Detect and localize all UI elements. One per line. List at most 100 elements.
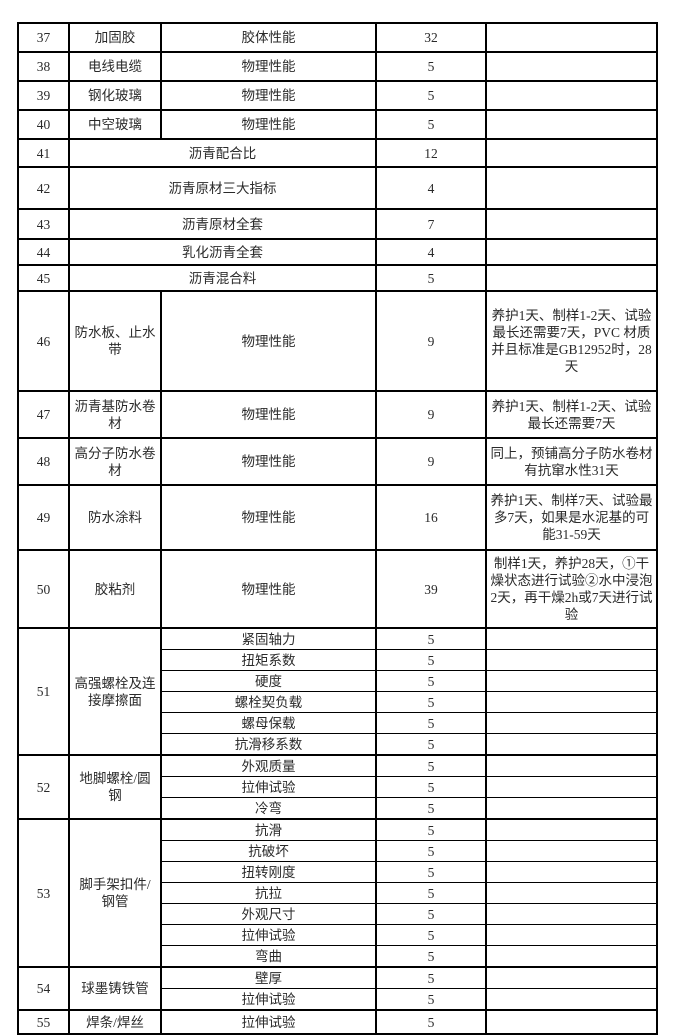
days-cell: 5 xyxy=(375,776,487,798)
table-row: 42 沥青原材三大指标 4 xyxy=(17,166,658,210)
row-number-cell: 42 xyxy=(17,166,70,210)
row-number-cell: 44 xyxy=(17,238,70,266)
material-cell: 焊条/焊丝 xyxy=(68,1009,162,1035)
days-cell: 5 xyxy=(375,882,487,904)
table-row: 52 地脚螺栓/圆钢 外观质量 5 xyxy=(17,754,658,820)
table-row: 扭转刚度 5 xyxy=(18,861,658,883)
remark-cell xyxy=(485,627,658,650)
remark-cell: 制样1天，养护28天，①干燥状态进行试验②水中浸泡2天，再干燥2h或7天进行试验 xyxy=(485,549,658,629)
test-item-cell: 硬度 xyxy=(160,670,377,692)
test-item-cell: 紧固轴力 xyxy=(160,627,377,650)
remark-cell xyxy=(485,945,658,968)
test-item-cell: 抗拉 xyxy=(160,882,377,904)
merged-material-item-cell: 沥青混合料 xyxy=(68,264,377,292)
table-row: 49 防水涂料 物理性能 16 养护1天、制样7天、试验最多7天，如果是水泥基的可能31… xyxy=(17,484,658,551)
table-row: 37 加固胶 胶体性能 32 xyxy=(17,22,658,53)
row-number-cell: 38 xyxy=(17,51,70,82)
days-cell: 5 xyxy=(375,840,487,862)
remark-cell xyxy=(485,966,658,989)
remark-cell xyxy=(485,166,658,210)
days-cell: 5 xyxy=(375,51,487,82)
test-item-cell: 弯曲 xyxy=(160,945,377,968)
test-item-cell: 抗滑 xyxy=(160,818,377,841)
row-number-cell: 53 xyxy=(17,818,70,968)
test-item-cell: 物理性能 xyxy=(160,484,377,551)
days-cell: 5 xyxy=(375,797,487,820)
days-cell: 4 xyxy=(375,238,487,266)
table-row: 53 脚手架扣件/钢管 抗滑 5 xyxy=(17,818,658,968)
row-number-cell: 48 xyxy=(17,437,70,486)
remark-cell xyxy=(485,264,658,292)
days-cell: 7 xyxy=(375,208,487,240)
row-number-cell: 55 xyxy=(17,1009,70,1035)
remark-cell: 同上，预铺高分子防水卷材有抗窜水性31天 xyxy=(485,437,658,486)
table-row: 外观尺寸 5 xyxy=(18,903,658,925)
material-cell: 钢化玻璃 xyxy=(68,80,162,111)
test-item-cell: 螺栓契负载 xyxy=(160,691,377,713)
test-item-cell: 拉伸试验 xyxy=(160,776,377,798)
test-item-cell: 螺母保载 xyxy=(160,712,377,734)
remark-cell xyxy=(485,691,658,713)
table-row: 冷弯 5 xyxy=(18,797,658,820)
test-item-cell: 拉伸试验 xyxy=(160,1009,377,1035)
days-cell: 32 xyxy=(375,22,487,53)
row-number-cell: 41 xyxy=(17,138,70,168)
table-row: 抗拉 5 xyxy=(18,882,658,904)
table-row: 41 沥青配合比 12 xyxy=(17,138,658,168)
row-number-cell: 46 xyxy=(17,290,70,392)
days-cell: 5 xyxy=(375,712,487,734)
remark-cell xyxy=(485,1009,658,1035)
table-row: 硬度 5 xyxy=(18,670,658,692)
remark-cell xyxy=(485,670,658,692)
test-item-cell: 物理性能 xyxy=(160,549,377,629)
days-cell: 12 xyxy=(375,138,487,168)
material-cell: 球墨铸铁管 xyxy=(68,966,162,1011)
test-item-cell: 物理性能 xyxy=(160,290,377,392)
table-row: 45 沥青混合料 5 xyxy=(17,264,658,292)
test-item-cell: 外观尺寸 xyxy=(160,903,377,925)
merged-material-item-cell: 沥青原材三大指标 xyxy=(68,166,377,210)
material-cell: 高强螺栓及连接摩擦面 xyxy=(68,627,162,756)
table-row: 39 钢化玻璃 物理性能 5 xyxy=(17,80,658,111)
days-cell: 5 xyxy=(375,988,487,1011)
test-item-cell: 壁厚 xyxy=(160,966,377,989)
material-cell: 地脚螺栓/圆钢 xyxy=(68,754,162,820)
test-item-cell: 拉伸试验 xyxy=(160,924,377,946)
remark-cell xyxy=(485,138,658,168)
row-number-cell: 51 xyxy=(17,627,70,756)
test-item-cell: 物理性能 xyxy=(160,80,377,111)
test-item-cell: 抗破坏 xyxy=(160,840,377,862)
table-row: 43 沥青原材全套 7 xyxy=(17,208,658,240)
remark-cell xyxy=(485,924,658,946)
table-row: 55 焊条/焊丝 拉伸试验 5 xyxy=(17,1009,658,1035)
merged-material-item-cell: 乳化沥青全套 xyxy=(68,238,377,266)
days-cell: 5 xyxy=(375,903,487,925)
test-item-cell: 物理性能 xyxy=(160,51,377,82)
test-item-cell: 外观质量 xyxy=(160,754,377,777)
row-number-cell: 37 xyxy=(17,22,70,53)
table-row: 拉伸试验 5 xyxy=(18,776,658,798)
days-cell: 5 xyxy=(375,670,487,692)
remark-cell xyxy=(485,988,658,1011)
test-item-cell: 物理性能 xyxy=(160,437,377,486)
days-cell: 5 xyxy=(375,80,487,111)
material-cell: 脚手架扣件/钢管 xyxy=(68,818,162,968)
merged-material-item-cell: 沥青配合比 xyxy=(68,138,377,168)
remark-cell xyxy=(485,861,658,883)
row-number-cell: 43 xyxy=(17,208,70,240)
remark-cell xyxy=(485,22,658,53)
remark-cell xyxy=(485,51,658,82)
days-cell: 5 xyxy=(375,733,487,756)
remark-cell xyxy=(485,109,658,140)
remark-cell: 养护1天、制样7天、试验最多7天，如果是水泥基的可能31-59天 xyxy=(485,484,658,551)
row-number-cell: 39 xyxy=(17,80,70,111)
remark-cell xyxy=(485,797,658,820)
table-row: 抗破坏 5 xyxy=(18,840,658,862)
table-row: 螺母保载 5 xyxy=(18,712,658,734)
test-items-table: 37 加固胶 胶体性能 32 38 电线电缆 物理性能 5 39 钢化玻璃 物理性能 5 40 中空玻璃物… xyxy=(17,22,658,1035)
test-table-body: 37 加固胶 胶体性能 32 38 电线电缆 物理性能 5 39 钢化玻璃 物理性能 5 40 中空玻璃物… xyxy=(17,22,658,1035)
remark-cell xyxy=(485,754,658,777)
days-cell: 5 xyxy=(375,818,487,841)
table-row: 扭矩系数 5 xyxy=(18,649,658,671)
